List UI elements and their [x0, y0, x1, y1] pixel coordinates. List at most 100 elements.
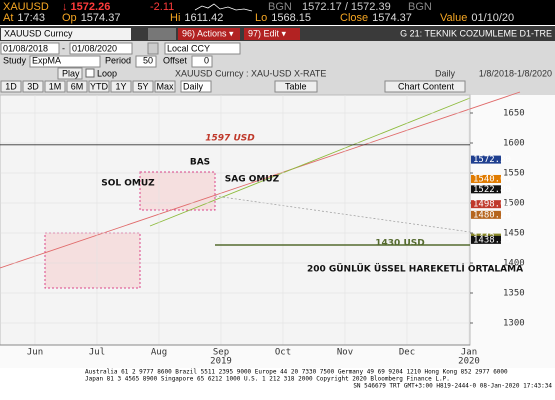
- x-tick-label: Dec: [399, 348, 415, 358]
- trend-line: [149, 97, 471, 227]
- period-button[interactable]: [44, 80, 66, 93]
- chart-content-button[interactable]: [384, 80, 466, 93]
- y-tick-label: 1400: [503, 259, 525, 269]
- annotation: 200 GÜNLÜK ÜSSEL HAREKETLİ ORTALAMA: [307, 264, 523, 275]
- frequency: Daily: [435, 68, 456, 78]
- pattern-box: [44, 232, 141, 289]
- chart-title: XAUUSD Curncy : XAU-USD X-RATE: [175, 68, 326, 78]
- security-box[interactable]: [1, 28, 131, 40]
- year-label: 2020: [458, 357, 480, 367]
- table: Table: [285, 81, 307, 91]
- stat-label: At: [3, 12, 13, 24]
- stat-label: Lo: [255, 12, 267, 24]
- year-label: 2019: [210, 357, 232, 367]
- header-bg: [0, 0, 555, 25]
- stat-value: 1568.15: [271, 12, 311, 24]
- period-button[interactable]: [110, 80, 132, 93]
- period-label: 1D: [5, 81, 17, 91]
- price-tag: [471, 235, 501, 244]
- period-input[interactable]: [135, 55, 157, 68]
- stat-value: 17:43: [17, 12, 45, 24]
- y-tick-label: 1600: [503, 139, 525, 149]
- stat-value: 1574.37: [81, 12, 121, 24]
- end-date: 01/08/2020: [72, 43, 117, 53]
- frequency-select-label: Daily: [183, 81, 204, 91]
- x-tick-label: Jun: [27, 348, 43, 358]
- period-button[interactable]: [132, 80, 154, 93]
- start-date-input[interactable]: [0, 42, 60, 55]
- edit-button[interactable]: [244, 28, 300, 40]
- sparkline: [194, 3, 253, 12]
- price-tag-label: 1498.04: [473, 200, 511, 210]
- actions-button[interactable]: [178, 28, 240, 40]
- play: Play: [62, 68, 80, 78]
- study-select[interactable]: [29, 55, 101, 68]
- price-tag: [471, 155, 501, 164]
- stat-label: Value: [440, 12, 467, 24]
- level-label: 1430 USD: [375, 239, 424, 249]
- button[interactable]: [148, 28, 176, 40]
- stats: At 17:43 Op 1574.37 Hi 1611.42 Lo 1568.15 Close 1…: [3, 12, 514, 24]
- footer-line: Australia 61 2 9777 8600 Brazil 5511 239…: [85, 369, 508, 376]
- offset-input[interactable]: [191, 55, 213, 68]
- security: XAUUSD Curncy: [4, 28, 73, 38]
- annotation: BAS: [190, 158, 210, 168]
- annotation: SAG OMUZ: [225, 175, 280, 185]
- y-tick-label: 1300: [503, 319, 525, 329]
- annotation: SOL OMUZ: [101, 179, 155, 189]
- price-tag-label: 1480.26: [473, 210, 511, 220]
- end-date-input[interactable]: [69, 42, 133, 55]
- period-label: Max: [156, 81, 174, 91]
- last-price: ↓ 1572.26: [62, 1, 110, 13]
- price-tag: [471, 185, 501, 194]
- play-button[interactable]: [57, 67, 83, 80]
- period-button[interactable]: [22, 80, 44, 93]
- period-button[interactable]: [66, 80, 88, 93]
- stat-label: Op: [62, 12, 77, 24]
- level-label: 1597 USD: [205, 133, 255, 143]
- trend-line: [0, 91, 521, 269]
- ticker: XAUUSD: [3, 1, 49, 13]
- edit: 97) Edit ▾: [248, 28, 287, 38]
- currency-select[interactable]: [164, 42, 241, 55]
- currency: Local CCY: [167, 43, 210, 53]
- bid-ask: 1572.17 / 1572.39: [302, 1, 391, 13]
- pattern-box: [139, 171, 216, 211]
- change: -2.11: [150, 1, 174, 13]
- price-tag-label: 1522.80: [473, 185, 511, 195]
- period-button[interactable]: [0, 80, 22, 93]
- loop-checkbox[interactable]: [85, 68, 95, 78]
- x-tick-label: Aug: [151, 348, 167, 358]
- stat-value: 1611.42: [184, 12, 223, 24]
- dash: -: [62, 43, 65, 53]
- study: ExpMA: [32, 55, 61, 65]
- x-tick-label: Nov: [337, 348, 353, 358]
- y-tick-label: 1650: [503, 109, 525, 119]
- x-tick-label: Oct: [275, 348, 291, 358]
- period-button[interactable]: [154, 80, 176, 93]
- period-label: 5Y: [137, 81, 148, 91]
- loop: Loop: [97, 68, 117, 78]
- calendar-button[interactable]: [147, 42, 159, 55]
- y-tick-label: 1450: [503, 229, 525, 239]
- chart-content: Chart Content: [398, 81, 455, 91]
- trend-line: [214, 195, 471, 233]
- price-tag: [471, 174, 501, 183]
- price-tag-label: 1572.30: [473, 155, 511, 165]
- y-tick-label: 1550: [503, 169, 525, 179]
- period-label: 1Y: [115, 81, 126, 91]
- table-button[interactable]: [274, 80, 318, 93]
- x-tick-label: Jan: [461, 348, 477, 358]
- offset: 0: [204, 55, 209, 65]
- period-label: 1M: [49, 81, 62, 91]
- bgn: BGN: [268, 1, 292, 13]
- footer-bg: [0, 368, 555, 400]
- frequency-select[interactable]: [180, 80, 212, 93]
- offset-label: Offset: [163, 55, 187, 65]
- period-label: 3D: [27, 81, 39, 91]
- start-date: 01/08/2018: [3, 43, 48, 53]
- plot-area: [0, 94, 471, 346]
- price-tag: [471, 210, 501, 219]
- period-label: 6M: [71, 81, 84, 91]
- period-button[interactable]: [88, 80, 110, 93]
